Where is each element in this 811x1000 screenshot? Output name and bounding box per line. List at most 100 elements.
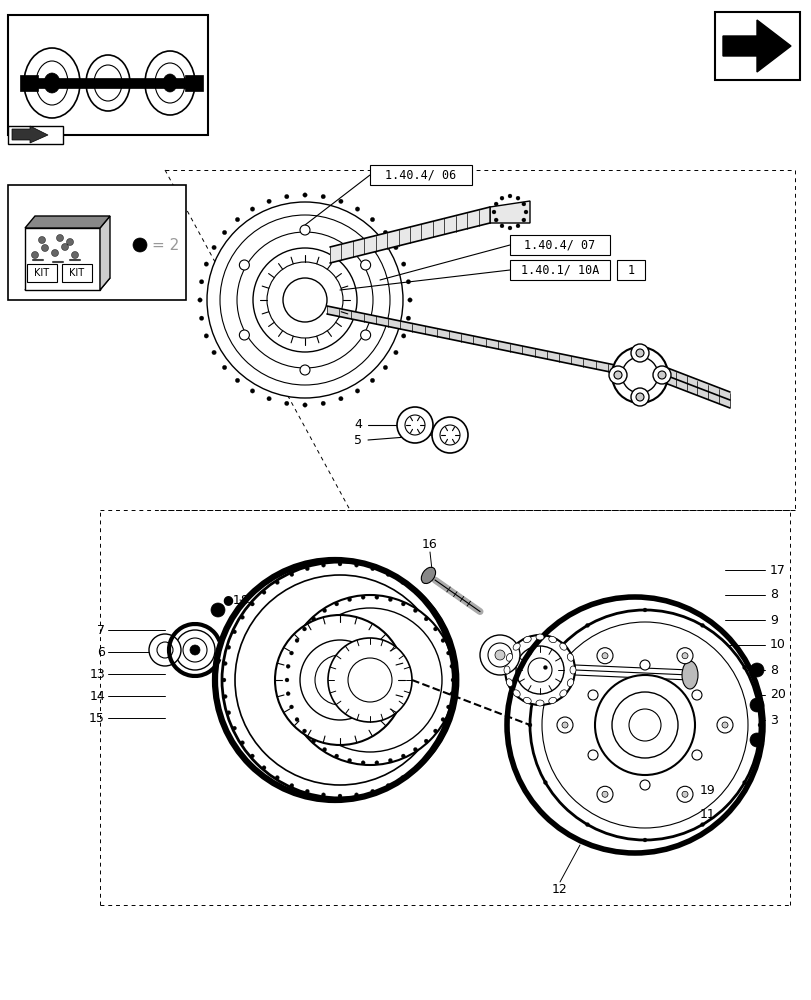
Ellipse shape [559,643,566,650]
Circle shape [433,729,437,733]
Circle shape [596,648,612,664]
Bar [8,15,208,135]
Ellipse shape [513,643,520,650]
Ellipse shape [523,697,530,704]
Circle shape [691,690,701,700]
Circle shape [303,627,306,631]
Circle shape [431,417,467,453]
Circle shape [527,723,531,727]
Circle shape [294,718,298,722]
Circle shape [200,316,204,320]
Circle shape [435,741,439,745]
Circle shape [299,365,310,375]
Circle shape [448,645,453,649]
Circle shape [423,617,427,621]
Text: 10: 10 [769,638,785,652]
Circle shape [406,280,410,284]
Circle shape [700,623,704,627]
Circle shape [494,218,497,222]
Circle shape [587,750,598,760]
Circle shape [375,595,379,599]
Circle shape [267,262,342,338]
Circle shape [355,389,359,393]
Text: 8: 8 [769,588,777,601]
Circle shape [253,248,357,352]
Bar [370,165,471,185]
Text: 6: 6 [97,646,105,658]
Circle shape [500,224,504,228]
Polygon shape [12,126,48,143]
Ellipse shape [44,73,60,93]
Circle shape [311,739,315,743]
Polygon shape [489,201,530,223]
Circle shape [361,761,365,765]
Circle shape [630,388,648,406]
Circle shape [453,678,457,682]
Polygon shape [327,306,620,374]
Ellipse shape [421,567,435,584]
Ellipse shape [36,61,68,105]
Circle shape [639,660,649,670]
Circle shape [440,425,460,445]
Circle shape [453,695,457,699]
Bar [616,260,644,280]
Circle shape [204,262,208,266]
Circle shape [608,366,626,384]
Text: 8: 8 [769,664,777,676]
Circle shape [500,196,504,200]
Circle shape [371,567,374,571]
Circle shape [275,776,279,780]
Circle shape [283,278,327,322]
Circle shape [275,615,405,745]
Circle shape [321,793,325,797]
Ellipse shape [504,666,509,674]
Circle shape [240,615,244,619]
Circle shape [361,595,365,599]
Text: KIT: KIT [34,268,49,278]
Circle shape [348,658,392,702]
Circle shape [303,193,307,197]
Circle shape [611,692,677,758]
Text: 11: 11 [699,808,714,821]
Circle shape [405,415,424,435]
Text: 13: 13 [89,668,105,680]
Bar [20,75,38,91]
Circle shape [401,334,406,338]
Text: KIT: KIT [70,268,84,278]
Polygon shape [25,216,109,228]
Circle shape [157,642,173,658]
Text: 16: 16 [422,538,437,552]
Circle shape [320,194,325,199]
Circle shape [370,378,374,383]
Bar [714,12,799,80]
Circle shape [594,675,694,775]
Circle shape [521,202,526,206]
Ellipse shape [145,51,195,115]
Circle shape [190,645,200,655]
Circle shape [515,646,564,694]
Circle shape [383,365,387,370]
Bar [509,235,609,255]
Circle shape [443,726,447,730]
Circle shape [629,709,660,741]
Circle shape [211,603,225,617]
Circle shape [383,230,387,235]
Circle shape [305,567,309,571]
Polygon shape [664,367,729,408]
Polygon shape [100,216,109,290]
Polygon shape [25,278,109,290]
Circle shape [742,780,745,784]
Text: 19: 19 [699,784,714,796]
Circle shape [414,766,418,770]
Circle shape [290,784,294,788]
Circle shape [175,630,215,670]
Circle shape [285,595,454,765]
Circle shape [406,316,410,320]
Circle shape [38,236,45,243]
Circle shape [262,766,266,770]
Circle shape [515,196,519,200]
Ellipse shape [548,697,556,704]
Text: 9: 9 [769,613,777,626]
Circle shape [652,366,670,384]
Polygon shape [25,228,100,290]
